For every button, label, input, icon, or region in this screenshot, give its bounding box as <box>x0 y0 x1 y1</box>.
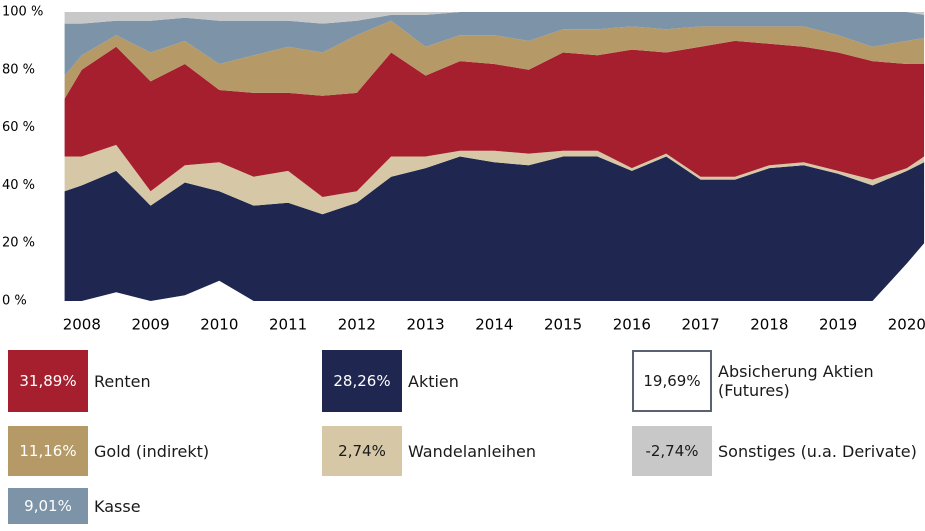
legend-label: Wandelanleihen <box>408 441 536 461</box>
legend-swatch: 11,16% <box>8 426 88 476</box>
area <box>64 12 925 76</box>
area <box>64 156 925 301</box>
x-tick-label: 2014 <box>475 316 513 334</box>
x-tick-label: 2020 <box>888 316 925 334</box>
legend-label: Kasse <box>94 496 141 516</box>
legend-item: 11,16% Gold (indirekt) <box>8 426 209 476</box>
legend-swatch: 9,01% <box>8 488 88 524</box>
x-tick-label: 2015 <box>544 316 582 334</box>
legend-swatch: -2,74% <box>632 426 712 476</box>
area <box>64 12 925 24</box>
legend-item: 28,26% Aktien <box>322 350 459 412</box>
y-tick-label: 80 % <box>2 62 35 77</box>
legend-swatch: 19,69% <box>632 350 712 412</box>
x-tick-label: 2017 <box>682 316 720 334</box>
legend-item: -2,74% Sonstiges (u.a. Derivate) <box>632 426 917 476</box>
legend-item: 9,01% Kasse <box>8 488 141 524</box>
legend-item: 19,69% Absicherung Aktien (Futures) <box>632 350 918 412</box>
area <box>64 144 925 215</box>
x-tick-label: 2010 <box>200 316 238 334</box>
legend-label: Sonstiges (u.a. Derivate) <box>718 441 917 461</box>
legend-swatch: 2,74% <box>322 426 402 476</box>
legend-swatch: 28,26% <box>322 350 402 412</box>
legend-label: Aktien <box>408 371 459 391</box>
area <box>64 20 925 99</box>
legend-item: 31,89% Renten <box>8 350 151 412</box>
legend-label: Renten <box>94 371 151 391</box>
y-tick-label: 60 % <box>2 120 35 135</box>
x-tick-label: 2013 <box>406 316 444 334</box>
x-tick-label: 2009 <box>131 316 169 334</box>
x-tick-label: 2011 <box>269 316 307 334</box>
legend-swatch: 31,89% <box>8 350 88 412</box>
legend-item: 2,74% Wandelanleihen <box>322 426 536 476</box>
x-tick-label: 2018 <box>750 316 788 334</box>
legend-label: Absicherung Aktien (Futures) <box>718 362 874 400</box>
area <box>64 40 925 198</box>
x-tick-label: 2019 <box>819 316 857 334</box>
legend-label: Gold (indirekt) <box>94 441 210 461</box>
x-tick-label: 2012 <box>338 316 376 334</box>
y-tick-label: 20 % <box>2 236 35 251</box>
y-tick-label: 0 % <box>2 294 27 309</box>
x-tick-label: 2008 <box>63 316 101 334</box>
legend: 31,89% Renten 28,26% Aktien 19,69% Absicherun… <box>0 340 925 531</box>
chart: 0 % 20 % 40 % 60 % 80 % 100 % 2008 2009 2010 2011… <box>2 5 925 334</box>
x-tick-label: 2016 <box>613 316 651 334</box>
y-tick-label: 40 % <box>2 178 35 193</box>
y-tick-label: 100 % <box>2 5 43 20</box>
